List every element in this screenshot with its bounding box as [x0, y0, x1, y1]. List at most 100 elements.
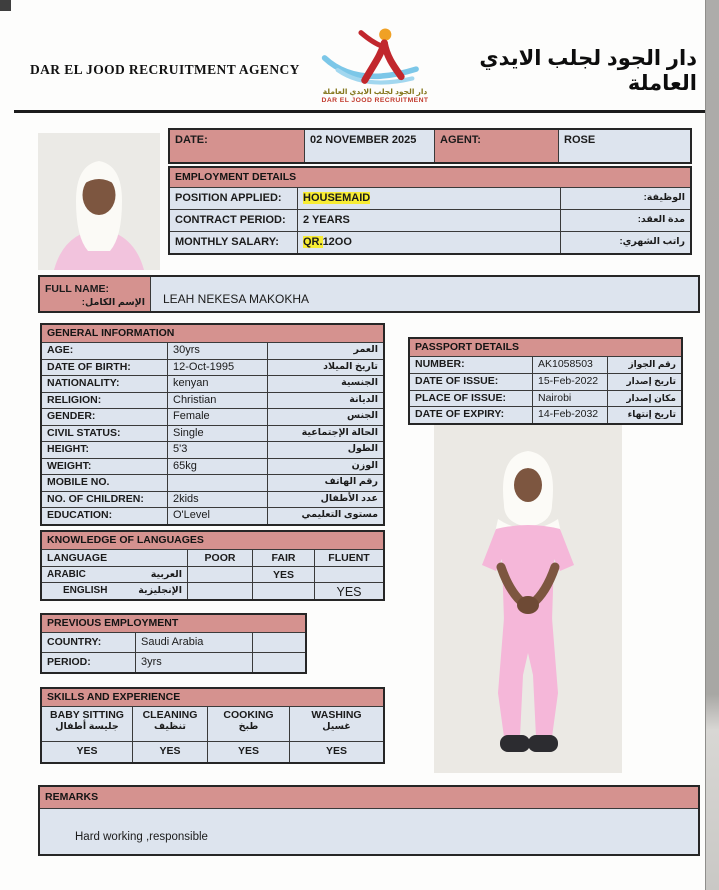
- nationality-label: NATIONALITY:: [47, 377, 120, 389]
- remarks-table: REMARKS Hard working ,responsible: [38, 785, 700, 856]
- employment-row-contract: CONTRACT PERIOD: 2 YEARS مدة العقد:: [170, 209, 690, 231]
- washing-value: YES: [289, 742, 383, 762]
- candidate-portrait-photo: [38, 133, 160, 270]
- remarks-text: Hard working ,responsible: [75, 831, 208, 843]
- arabic-language-name-ar: العربية: [150, 568, 182, 580]
- position-applied-label: POSITION APPLIED:: [175, 192, 282, 204]
- civil-status-value: Single: [167, 425, 267, 441]
- arabic-fluent-value: [314, 566, 383, 582]
- washing-label: WASHING: [311, 709, 362, 721]
- weight-label: WEIGHT:: [47, 459, 92, 472]
- agency-logo: دار الجود لجلب الايدي العاملة DAR EL JOO…: [316, 26, 434, 112]
- passport-number-value: AK1058503: [532, 357, 607, 373]
- babysitting-label-ar: جليسة أطفال: [55, 721, 119, 732]
- dob-value: 12-Oct-1995: [167, 359, 267, 375]
- remarks-title: REMARKS: [40, 787, 698, 808]
- height-value: 5'3: [167, 442, 267, 458]
- table-row: NATIONALITY: kenyan الجنسية: [42, 375, 383, 392]
- babysitting-header: BABY SITTING جليسة أطفال: [42, 707, 132, 741]
- monthly-salary-label-ar: راتب الشهري:: [560, 232, 690, 253]
- header-divider-rule: [14, 110, 705, 113]
- cooking-header: COOKING طبخ: [207, 707, 289, 741]
- cooking-label: COOKING: [223, 709, 274, 721]
- full-name-label-ar: الإسم الكامل:: [81, 297, 145, 308]
- contract-rest: 2 YEARS: [303, 214, 350, 226]
- table-row: DATE OF ISSUE: 15-Feb-2022 تاريخ إصدار: [410, 372, 681, 390]
- expiry-date-value: 14-Feb-2032: [532, 407, 607, 424]
- agent-label: AGENT:: [434, 130, 558, 162]
- education-label-ar: مستوى التعليمي: [267, 508, 383, 524]
- age-label-ar: العمر: [267, 343, 383, 359]
- english-fluent-value: YES: [314, 583, 383, 599]
- skills-title: SKILLS AND EXPERIENCE: [42, 689, 383, 706]
- period-label: PERIOD:: [47, 656, 91, 668]
- table-row: ARABIC العربية YES: [42, 565, 383, 582]
- previous-employment-title: PREVIOUS EMPLOYMENT: [42, 615, 305, 632]
- weight-label-ar: الوزن: [267, 458, 383, 474]
- country-value: Saudi Arabia: [135, 633, 252, 652]
- education-value: O'Level: [167, 508, 267, 524]
- period-extra-cell: [252, 653, 305, 672]
- cooking-value: YES: [207, 742, 289, 762]
- nationality-label-ar: الجنسية: [267, 376, 383, 392]
- general-information-title: GENERAL INFORMATION: [42, 325, 383, 342]
- english-language-name-ar: الإنجليزية: [138, 585, 182, 596]
- religion-value: Christian: [167, 392, 267, 408]
- table-row: NUMBER: AK1058503 رقم الجواز: [410, 356, 681, 373]
- employment-row-position: POSITION APPLIED: HOUSEMAID الوظيفة:: [170, 187, 690, 209]
- period-value: 3yrs: [135, 653, 252, 672]
- agency-name-en: DAR EL JOOD RECRUITMENT AGENCY: [30, 62, 300, 77]
- table-row: DATE OF EXPIRY: 14-Feb-2032 تاريخ إنتهاء: [410, 406, 681, 424]
- expiry-date-label: DATE OF EXPIRY:: [415, 408, 505, 421]
- table-row: DATE OF BIRTH: 12-Oct-1995 تاريخ الميلاد: [42, 358, 383, 375]
- country-label: COUNTRY:: [47, 636, 102, 648]
- civil-status-label: CIVIL STATUS:: [47, 426, 121, 439]
- passport-details-title: PASSPORT DETAILS: [410, 339, 681, 356]
- issue-date-label-ar: تاريخ إصدار: [607, 373, 681, 390]
- date-agent-table: DATE: 02 NOVEMBER 2025 AGENT: ROSE: [168, 128, 692, 164]
- table-row: EDUCATION: O'Level مستوى التعليمي: [42, 507, 383, 524]
- table-row: COUNTRY: Saudi Arabia: [42, 632, 305, 652]
- religion-label: RELIGION:: [47, 393, 102, 406]
- full-name-label-cell: FULL NAME: الإسم الكامل:: [40, 277, 150, 311]
- weight-value: 65kg: [167, 458, 267, 474]
- mobile-value: [167, 475, 267, 491]
- passport-number-label-ar: رقم الجواز: [607, 357, 681, 373]
- languages-title: KNOWLEDGE OF LANGUAGES: [42, 532, 383, 549]
- english-poor-value: [187, 583, 252, 599]
- cleaning-label-ar: تنظيف: [154, 721, 186, 732]
- contract-period-value: 2 YEARS: [297, 210, 560, 231]
- washing-header: WASHING غسيل: [289, 707, 383, 741]
- table-row: GENDER: Female الجنس: [42, 408, 383, 425]
- position-highlight: HOUSEMAID: [303, 192, 371, 204]
- languages-table: KNOWLEDGE OF LANGUAGES LANGUAGE POOR FAI…: [40, 530, 385, 601]
- skills-values-row: YES YES YES YES: [42, 741, 383, 762]
- skills-table: SKILLS AND EXPERIENCE BABY SITTING جليسة …: [40, 687, 385, 764]
- salary-highlight: QR.: [303, 236, 323, 248]
- issue-date-value: 15-Feb-2022: [532, 373, 607, 390]
- passport-details-table: PASSPORT DETAILS NUMBER: AK1058503 رقم الج…: [408, 337, 683, 426]
- arabic-poor-value: [187, 566, 252, 582]
- age-label: AGE:: [47, 344, 74, 356]
- washing-label-ar: غسيل: [322, 721, 351, 732]
- table-row: CIVIL STATUS: Single الحالة الإجتماعية: [42, 424, 383, 441]
- gender-label: GENDER:: [47, 410, 96, 422]
- dob-label-ar: تاريخ الميلاد: [267, 359, 383, 375]
- issue-place-value: Nairobi: [532, 390, 607, 407]
- agency-name-ar: دار الجود لجلب الايدي العاملة: [479, 47, 697, 95]
- contract-period-label-ar: مدة العقد:: [560, 210, 690, 231]
- monthly-salary-label: MONTHLY SALARY:: [175, 236, 279, 248]
- religion-label-ar: الديانة: [267, 392, 383, 408]
- table-row: ENGLISH الإنجليزية YES: [42, 582, 383, 599]
- languages-header-row: LANGUAGE POOR FAIR FLUENT: [42, 549, 383, 566]
- skills-header-row: BABY SITTING جليسة أطفال CLEANING تنظيف CO…: [42, 706, 383, 741]
- table-row: MOBILE NO. رقم الهاتف: [42, 474, 383, 491]
- nationality-value: kenyan: [167, 376, 267, 392]
- issue-date-label: DATE OF ISSUE:: [415, 374, 499, 387]
- date-value: 02 NOVEMBER 2025: [304, 130, 434, 162]
- scan-edge-strip: [705, 0, 719, 890]
- employment-details-title: EMPLOYMENT DETAILS: [170, 168, 690, 187]
- english-fair-value: [252, 583, 314, 599]
- logo-caption-ar: دار الجود لجلب الايدي العاملة: [322, 87, 428, 96]
- full-name-label: FULL NAME:: [45, 283, 109, 295]
